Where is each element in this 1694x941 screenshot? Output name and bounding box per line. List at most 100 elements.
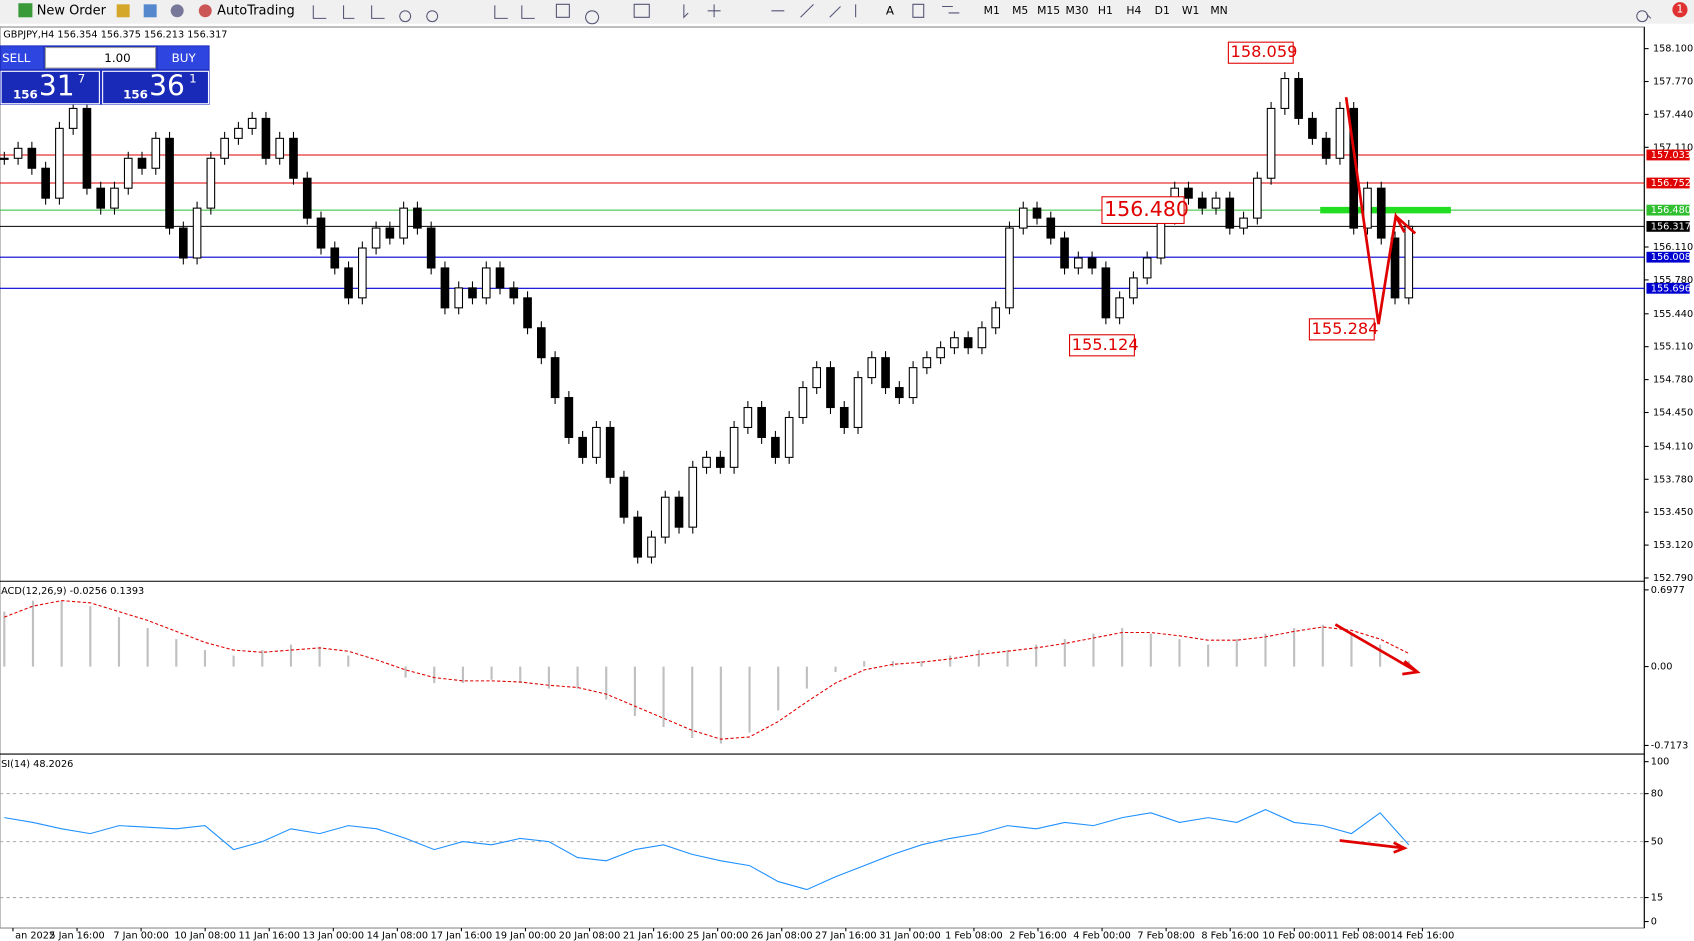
candle-body [440, 267, 450, 309]
candle-body [358, 247, 367, 299]
candle-body [454, 287, 464, 309]
icon[interactable] [116, 4, 130, 18]
time-label: 14 Jan 08:00 [367, 931, 429, 941]
candle-body [55, 127, 64, 199]
buy-label[interactable]: BUY [172, 51, 197, 65]
candle-body [1184, 187, 1193, 199]
candle-body [41, 167, 50, 199]
timeframe-button[interactable]: D1 [1155, 4, 1170, 17]
timeframe-button[interactable]: MN [1210, 4, 1227, 17]
candle-body [399, 207, 408, 239]
price-level-tag [1646, 204, 1690, 216]
candle-body [812, 367, 822, 389]
candle-body [481, 267, 491, 299]
timeframe-button[interactable]: M15 [1037, 4, 1060, 17]
candle-body [1335, 107, 1345, 159]
lot-input[interactable] [44, 47, 157, 69]
price-level-label: 156.752 [1651, 178, 1691, 189]
icon[interactable] [143, 4, 157, 18]
auto-trading-button[interactable]: AutoTrading [217, 3, 295, 18]
chart-area [0, 26, 1645, 929]
candle-body [385, 227, 395, 239]
candle-body [1308, 117, 1317, 139]
candle-body [1266, 107, 1276, 179]
candle-body [330, 247, 340, 269]
alert-badge[interactable] [1672, 2, 1688, 18]
candle-body [68, 107, 78, 129]
price-tick-label: 157.770 [1653, 77, 1693, 88]
time-label: 11 Feb 08:00 [1326, 931, 1390, 941]
buy-button[interactable] [157, 46, 209, 70]
price-level-tag [1646, 177, 1690, 189]
timeframe-button[interactable]: M5 [1012, 4, 1028, 17]
buy-price-big: 156 [123, 88, 148, 102]
timeframe-button[interactable]: H1 [1098, 4, 1113, 17]
text-tool[interactable]: A [886, 3, 895, 17]
candle-body [853, 377, 863, 428]
time-label: 25 Jan 00:00 [687, 931, 749, 941]
timeframe-button[interactable]: W1 [1182, 4, 1200, 17]
candle-body [165, 137, 174, 229]
candle-body [1225, 197, 1235, 229]
candle-body [1018, 207, 1028, 229]
candle-body [743, 406, 753, 428]
candle-body [344, 267, 353, 299]
toolbar [0, 0, 1694, 24]
candle-body [660, 496, 670, 538]
candle-body [895, 387, 904, 399]
candle-body [991, 307, 1001, 329]
macd-signal [4, 600, 1410, 740]
indicator-title: ACD(12,26,9) -0.0256 0.1393 [1, 586, 144, 597]
candle-body [1101, 267, 1111, 319]
indicator-title: SI(14) 48.2026 [1, 759, 73, 770]
timeframe-button[interactable]: M1 [984, 4, 1000, 17]
icon[interactable] [170, 4, 184, 18]
time-label: 26 Jan 08:00 [751, 931, 813, 941]
candle-body [977, 327, 987, 349]
time-label: 19 Jan 00:00 [495, 931, 557, 941]
candle-body [1404, 225, 1414, 299]
price-tick-label: 153.450 [1653, 507, 1693, 518]
new-order-button[interactable]: New Order [37, 3, 107, 18]
time-label: 2 Feb 16:00 [1009, 931, 1067, 941]
time-label: 27 Jan 16:00 [815, 931, 877, 941]
alert-count: 1 [1677, 3, 1684, 16]
candle-body [867, 357, 877, 379]
candle-body [881, 357, 890, 389]
candle-body [1390, 237, 1400, 299]
sell-price-box[interactable] [0, 70, 100, 105]
buy-price-pips: 36 [149, 70, 185, 103]
lot-value[interactable]: 1.00 [104, 51, 130, 65]
candle-body [247, 117, 257, 129]
candle-body [936, 347, 945, 359]
candle-body [1321, 137, 1331, 159]
price-annotation-box [1101, 196, 1185, 225]
time-label: 5 Jan 16:00 [49, 931, 104, 941]
price-tick-label: 152.790 [1653, 573, 1693, 584]
time-label: 4 Feb 00:00 [1073, 931, 1131, 941]
new-order-icon[interactable] [18, 3, 33, 18]
timeframe-button[interactable]: M30 [1065, 4, 1088, 17]
candle-body [963, 337, 973, 349]
candle-body [151, 137, 161, 169]
candle-body [1294, 77, 1303, 119]
rsi-line [4, 809, 1410, 891]
timeframe-button[interactable]: H4 [1126, 4, 1141, 17]
price-tick-label: 157.440 [1653, 109, 1693, 120]
candle-body [1115, 297, 1124, 319]
indicator-tick-label: 100 [1651, 757, 1670, 768]
buy-price-box[interactable] [102, 70, 210, 105]
search-icon[interactable] [1636, 10, 1652, 23]
candle-body [1253, 177, 1262, 219]
candle-body [220, 137, 229, 159]
sell-button[interactable] [1, 46, 44, 70]
price-annotation-box [1308, 318, 1375, 341]
candle-body [96, 187, 106, 209]
candle-body [798, 387, 808, 419]
price-annotation: 156.480 [1104, 197, 1189, 221]
candle-body [495, 267, 505, 289]
sell-label[interactable]: SELL [2, 51, 31, 65]
candle-body [550, 357, 560, 399]
price-level-label: 156.480 [1651, 205, 1691, 216]
auto-trading-icon[interactable] [198, 4, 212, 18]
